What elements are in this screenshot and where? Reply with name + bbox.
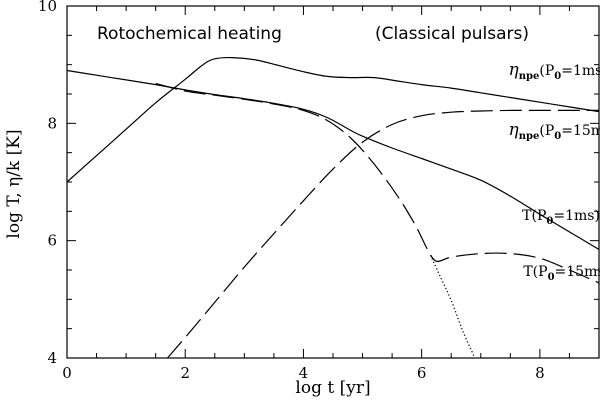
plot-frame	[66, 5, 600, 359]
series-annotation-3: T(P0=15ms)	[523, 264, 600, 283]
x-tick-label: 8	[535, 364, 545, 382]
series-annotation-1: ηnpe(P0=15ms)	[509, 120, 600, 142]
series-line-0	[66, 56, 600, 183]
series-line-3	[155, 82, 600, 284]
y-tick-label: 8	[47, 114, 57, 132]
annotations: ηnpe(P0=1ms) ηnpe(P0=15ms) T(P0=1ms) T(P0=1…	[509, 60, 600, 283]
series-annotation-0: ηnpe(P0=1ms)	[509, 60, 600, 82]
x-axis-label: log t [yr]	[295, 378, 370, 398]
series-line-4	[429, 255, 476, 359]
y-axis-label: log T, η/k [K]	[4, 129, 24, 238]
series-annotation-2: T(P0=1ms)	[522, 208, 600, 227]
y-tick-label: 6	[47, 232, 57, 250]
x-tick-label: 2	[180, 364, 190, 382]
series-line-2	[66, 69, 600, 251]
series-line-1	[167, 109, 599, 359]
x-tick-label: 0	[62, 364, 72, 382]
x-tick-label: 6	[417, 364, 427, 382]
tick-labels: 0 2 4 6 8 4 6 8 10	[38, 0, 545, 382]
y-tick-label: 10	[38, 0, 57, 15]
ticks	[66, 5, 600, 359]
x-tick-label: 4	[299, 364, 309, 382]
curves	[66, 56, 600, 359]
y-tick-label: 4	[47, 349, 57, 367]
chart-subtitle: (Classical pulsars)	[375, 24, 529, 44]
chart-title: Rotochemical heating	[97, 24, 282, 44]
